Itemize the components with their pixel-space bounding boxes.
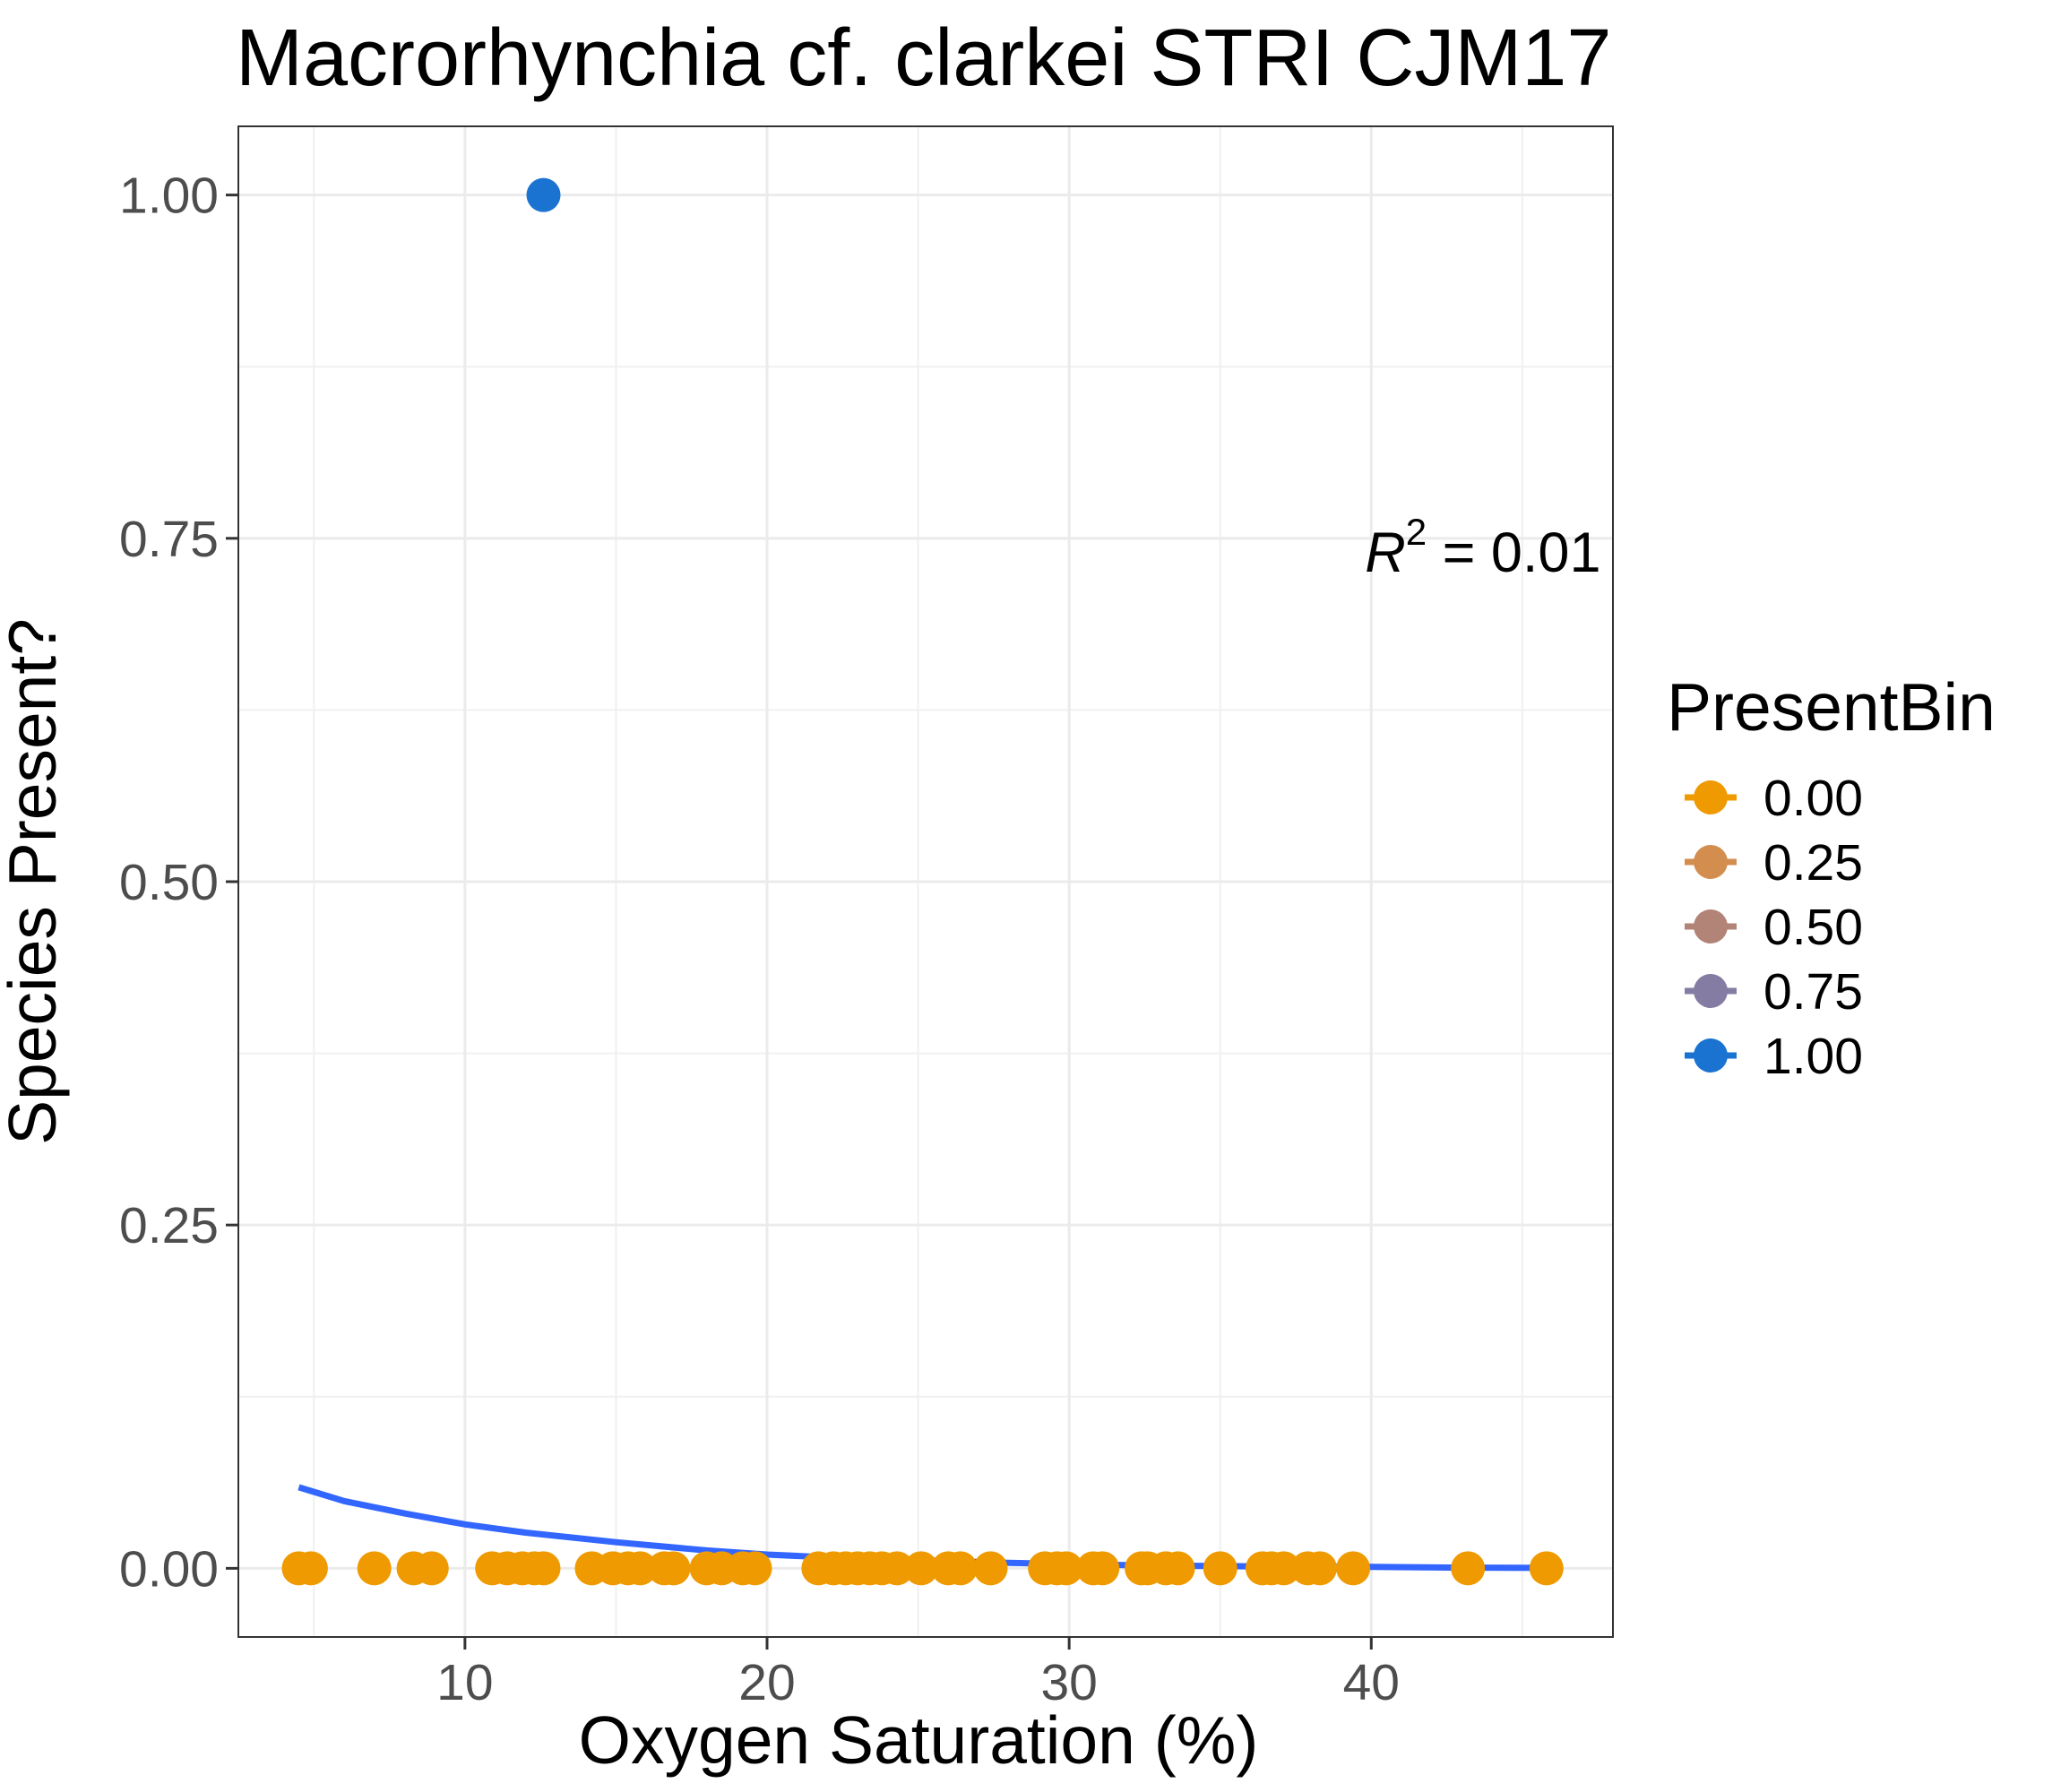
data-point-absent bbox=[903, 1551, 938, 1586]
data-point-absent bbox=[1529, 1551, 1564, 1586]
annotation-layer: R2 = 0.01 bbox=[1365, 511, 1600, 584]
x-tick-label: 40 bbox=[1343, 1654, 1400, 1711]
x-tick-label: 30 bbox=[1040, 1654, 1097, 1711]
data-point-absent bbox=[357, 1551, 392, 1586]
y-tick-label: 0.00 bbox=[119, 1540, 219, 1598]
grid-major bbox=[238, 126, 1613, 1637]
legend-title: PresentBin bbox=[1667, 669, 1996, 745]
legend-label: 0.00 bbox=[1763, 770, 1863, 827]
r-squared-value: = 0.01 bbox=[1427, 521, 1600, 584]
x-axis: 10 20 30 40 bbox=[436, 1637, 1400, 1711]
legend-label: 0.50 bbox=[1763, 899, 1863, 956]
data-point-absent bbox=[1451, 1551, 1486, 1586]
data-point-absent bbox=[1266, 1551, 1301, 1586]
x-tick-label: 20 bbox=[738, 1654, 795, 1711]
legend-label: 0.25 bbox=[1763, 834, 1863, 892]
x-axis-title: Oxygen Saturation (%) bbox=[579, 1702, 1259, 1778]
r-squared-symbol: R bbox=[1365, 521, 1406, 584]
r-squared-exponent: 2 bbox=[1406, 511, 1427, 553]
data-point-absent bbox=[973, 1551, 1008, 1586]
legend-label: 0.75 bbox=[1763, 963, 1863, 1021]
y-axis: 0.00 0.25 0.50 0.75 1.00 bbox=[119, 168, 238, 1598]
data-point-absent bbox=[656, 1551, 691, 1586]
chart-title: Macrorhynchia cf. clarkei STRI CJM17 bbox=[236, 13, 1611, 103]
legend-key-point bbox=[1694, 845, 1728, 879]
data-point-absent bbox=[737, 1551, 772, 1586]
data-point-absent bbox=[623, 1551, 658, 1586]
data-point-absent bbox=[1085, 1551, 1120, 1586]
data-point-absent bbox=[1302, 1551, 1337, 1586]
data-point-absent bbox=[414, 1551, 449, 1586]
data-point-absent bbox=[293, 1551, 328, 1586]
legend: PresentBin 0.00 0.25 0.50 0.75 1.00 bbox=[1667, 669, 1996, 1085]
y-tick-label: 0.75 bbox=[119, 511, 219, 568]
legend-label: 1.00 bbox=[1763, 1028, 1863, 1085]
data-point-present bbox=[526, 177, 561, 212]
x-tick-label: 10 bbox=[436, 1654, 493, 1711]
legend-key-point bbox=[1694, 974, 1728, 1008]
data-point-absent bbox=[943, 1551, 978, 1586]
data-point-absent bbox=[1048, 1551, 1083, 1586]
data-point-absent bbox=[879, 1551, 914, 1586]
legend-key-point bbox=[1694, 909, 1728, 943]
legend-key-point bbox=[1694, 780, 1728, 814]
data-point-absent bbox=[1203, 1551, 1237, 1586]
y-tick-label: 0.50 bbox=[119, 854, 219, 911]
r-squared-annotation: R2 = 0.01 bbox=[1365, 511, 1600, 584]
y-tick-label: 1.00 bbox=[119, 168, 219, 225]
points-layer bbox=[281, 177, 1564, 1586]
legend-key-point bbox=[1694, 1038, 1728, 1073]
y-axis-title: Species Present? bbox=[0, 618, 70, 1145]
data-point-absent bbox=[1336, 1551, 1371, 1586]
data-point-absent bbox=[1160, 1551, 1195, 1586]
y-tick-label: 0.25 bbox=[119, 1197, 219, 1254]
data-point-absent bbox=[526, 1551, 561, 1586]
